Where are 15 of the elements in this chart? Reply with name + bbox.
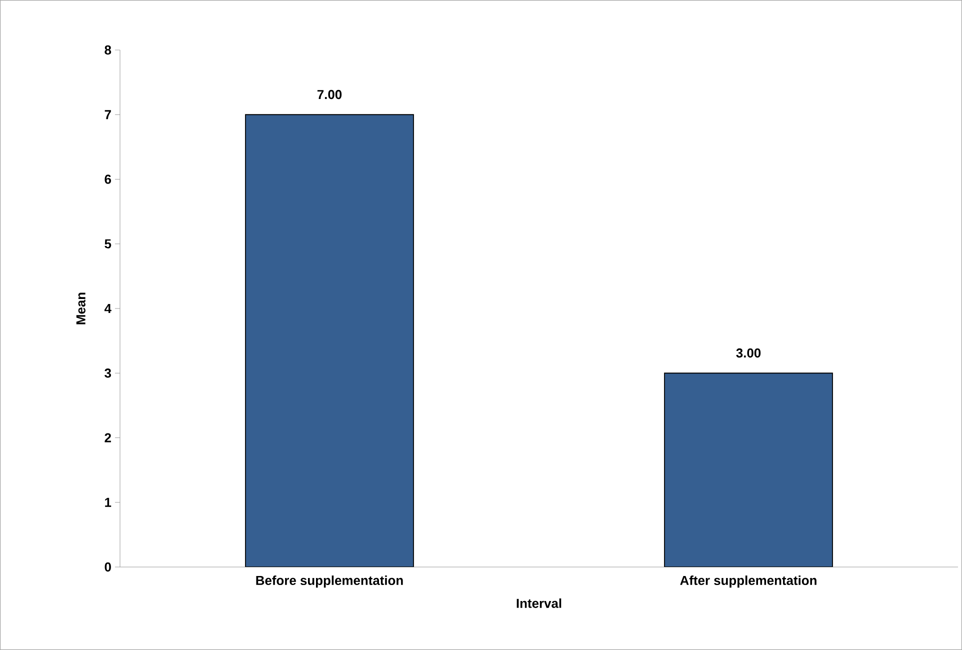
y-tick-label: 0 (104, 562, 111, 572)
y-tick-label: 3 (104, 368, 112, 378)
y-tick-label: 5 (104, 239, 112, 248)
x-tick-label: After supplementation (680, 576, 816, 588)
x-axis-title: Interval (516, 598, 562, 608)
y-tick-label: 6 (104, 174, 112, 184)
y-axis-title: Mean (76, 292, 86, 324)
y-tick-label: 8 (104, 45, 112, 55)
data-label: 3.00 (736, 348, 761, 358)
data-label: 7.00 (317, 90, 342, 100)
x-tick-label: Before supplementation (256, 576, 403, 588)
y-tick-label: 7 (104, 110, 111, 120)
y-tick-label: 2 (104, 433, 111, 442)
y-tick-label: 1 (105, 498, 112, 507)
y-tick-label: 4 (104, 304, 112, 313)
